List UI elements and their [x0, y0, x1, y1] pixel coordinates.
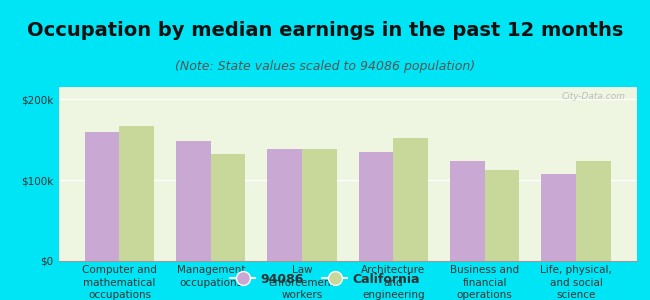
Bar — [120, 126, 154, 261]
Text: (Note: State values scaled to 94086 population): (Note: State values scaled to 94086 popu… — [175, 60, 475, 73]
Bar — [393, 138, 428, 261]
Bar — [450, 161, 485, 261]
Bar — [84, 131, 120, 261]
Bar — [267, 149, 302, 261]
Bar — [302, 148, 337, 261]
Bar — [176, 141, 211, 261]
Bar — [541, 174, 576, 261]
Bar — [359, 152, 393, 261]
Bar — [211, 154, 246, 261]
Bar — [485, 170, 519, 261]
Bar — [576, 161, 611, 261]
Text: City-Data.com: City-Data.com — [562, 92, 625, 101]
Legend: 94086, California: 94086, California — [225, 268, 425, 291]
Text: Occupation by median earnings in the past 12 months: Occupation by median earnings in the pas… — [27, 21, 623, 40]
